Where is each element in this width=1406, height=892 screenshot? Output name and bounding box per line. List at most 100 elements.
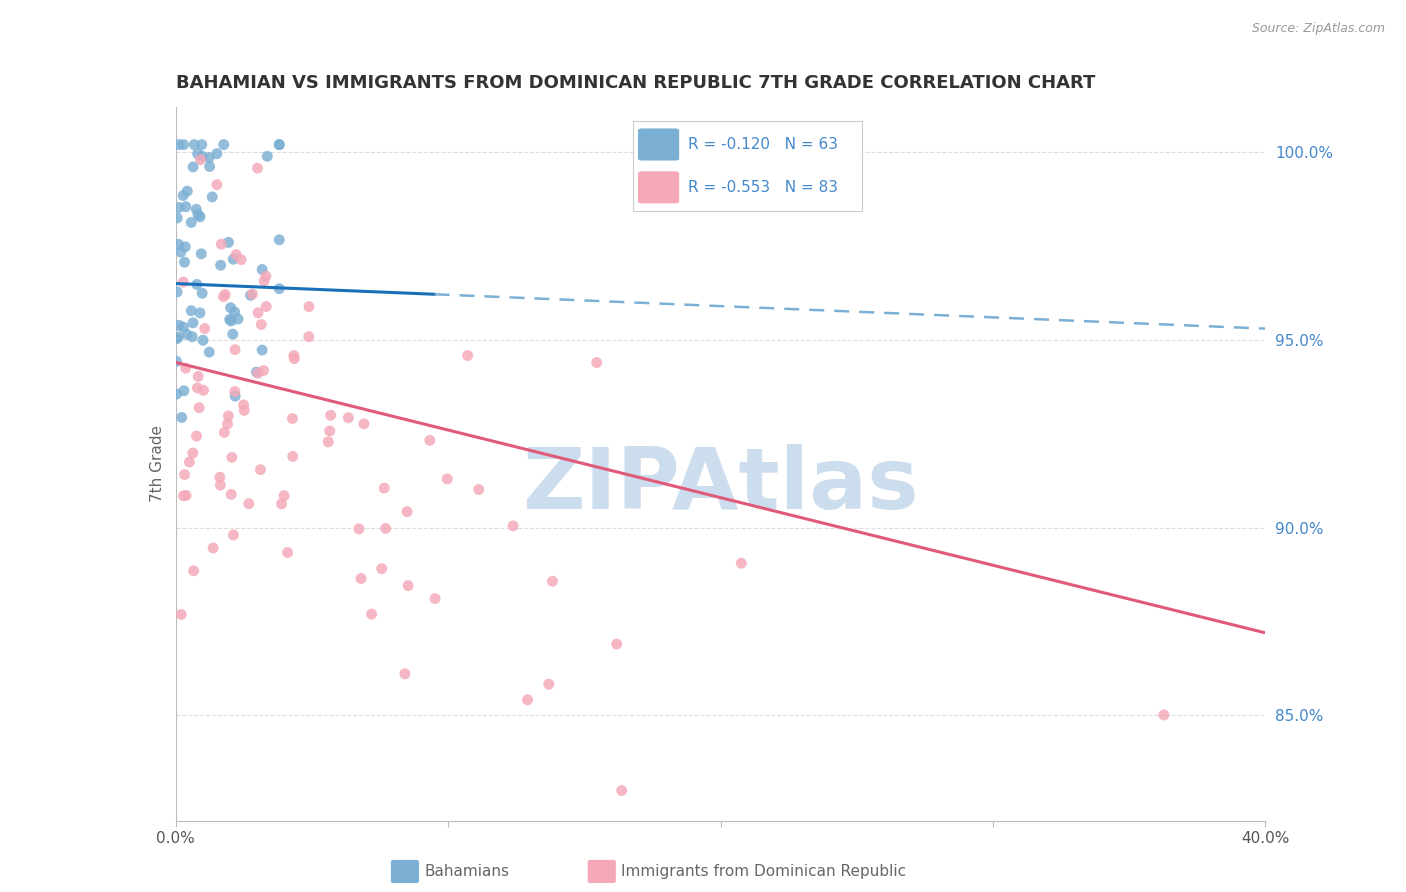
Point (254, 269, 277, 284)
Point (172, 275, 194, 289)
Point (222, 252, 245, 267)
Point (419, 434, 441, 448)
Point (502, 519, 524, 533)
Point (250, 262, 273, 277)
Point (373, 481, 395, 495)
Point (224, 343, 246, 357)
Point (269, 282, 291, 296)
Point (467, 483, 489, 497)
Point (436, 472, 458, 486)
Text: Immigrants from Dominican Republic: Immigrants from Dominican Republic (621, 864, 907, 879)
Point (281, 450, 304, 464)
Point (457, 349, 479, 363)
Point (283, 349, 305, 363)
Point (190, 153, 212, 167)
Point (254, 300, 277, 314)
Point (167, 237, 190, 252)
Point (316, 434, 339, 449)
Point (173, 255, 195, 269)
Point (269, 137, 291, 152)
Point (174, 200, 197, 214)
Point (218, 312, 240, 326)
Point (188, 210, 211, 224)
Point (173, 320, 195, 334)
Point (269, 137, 291, 152)
Point (186, 429, 208, 443)
Point (226, 312, 249, 326)
Point (166, 211, 188, 225)
Point (212, 137, 235, 152)
Point (298, 329, 321, 343)
Point (187, 208, 209, 222)
Point (247, 306, 270, 320)
Point (173, 137, 195, 152)
Point (537, 677, 560, 691)
Point (181, 330, 204, 344)
Point (166, 285, 188, 299)
Point (191, 137, 214, 152)
Point (273, 489, 295, 503)
Point (225, 247, 247, 261)
Point (174, 488, 197, 502)
Point (214, 287, 236, 301)
Text: BAHAMIAN VS IMMIGRANTS FROM DOMINICAN REPUBLIC 7TH GRADE CORRELATION CHART: BAHAMIAN VS IMMIGRANTS FROM DOMINICAN RE… (176, 74, 1095, 92)
Point (222, 327, 245, 342)
Point (353, 417, 375, 431)
Point (221, 450, 243, 465)
Point (172, 188, 194, 202)
Point (166, 354, 188, 368)
Point (205, 178, 228, 192)
Point (606, 637, 628, 651)
Point (167, 330, 190, 344)
Point (170, 607, 193, 622)
Point (245, 365, 267, 379)
Point (246, 161, 269, 176)
Point (174, 240, 197, 254)
Point (224, 389, 246, 403)
Point (224, 305, 246, 319)
Point (374, 521, 396, 535)
Point (167, 201, 190, 215)
Point (249, 463, 271, 477)
Point (217, 417, 239, 431)
Point (198, 151, 221, 165)
Point (209, 237, 232, 252)
Point (181, 316, 204, 330)
Point (188, 401, 211, 415)
Point (212, 290, 235, 304)
Point (166, 332, 188, 346)
Point (217, 235, 239, 250)
Point (198, 345, 221, 359)
Point (191, 149, 214, 163)
Point (217, 409, 239, 423)
Point (209, 478, 232, 492)
Point (281, 411, 304, 425)
Point (350, 572, 373, 586)
Point (360, 607, 382, 622)
Point (222, 528, 245, 542)
Point (179, 455, 201, 469)
Point (219, 314, 242, 328)
Point (173, 467, 195, 482)
Point (370, 562, 392, 576)
Point (253, 274, 276, 288)
Point (256, 149, 278, 163)
Point (174, 361, 197, 376)
Point (186, 381, 208, 395)
Point (1153, 708, 1175, 723)
Point (209, 258, 232, 272)
Point (233, 403, 256, 417)
Point (183, 564, 205, 578)
Point (205, 146, 228, 161)
Point (201, 190, 224, 204)
Point (730, 556, 752, 570)
Point (183, 137, 205, 152)
Point (180, 215, 202, 229)
Point (270, 497, 292, 511)
Text: Source: ZipAtlas.com: Source: ZipAtlas.com (1251, 22, 1385, 36)
Point (194, 321, 217, 335)
Point (337, 410, 360, 425)
Y-axis label: 7th Grade: 7th Grade (149, 425, 165, 502)
Point (610, 783, 633, 797)
Point (198, 160, 221, 174)
